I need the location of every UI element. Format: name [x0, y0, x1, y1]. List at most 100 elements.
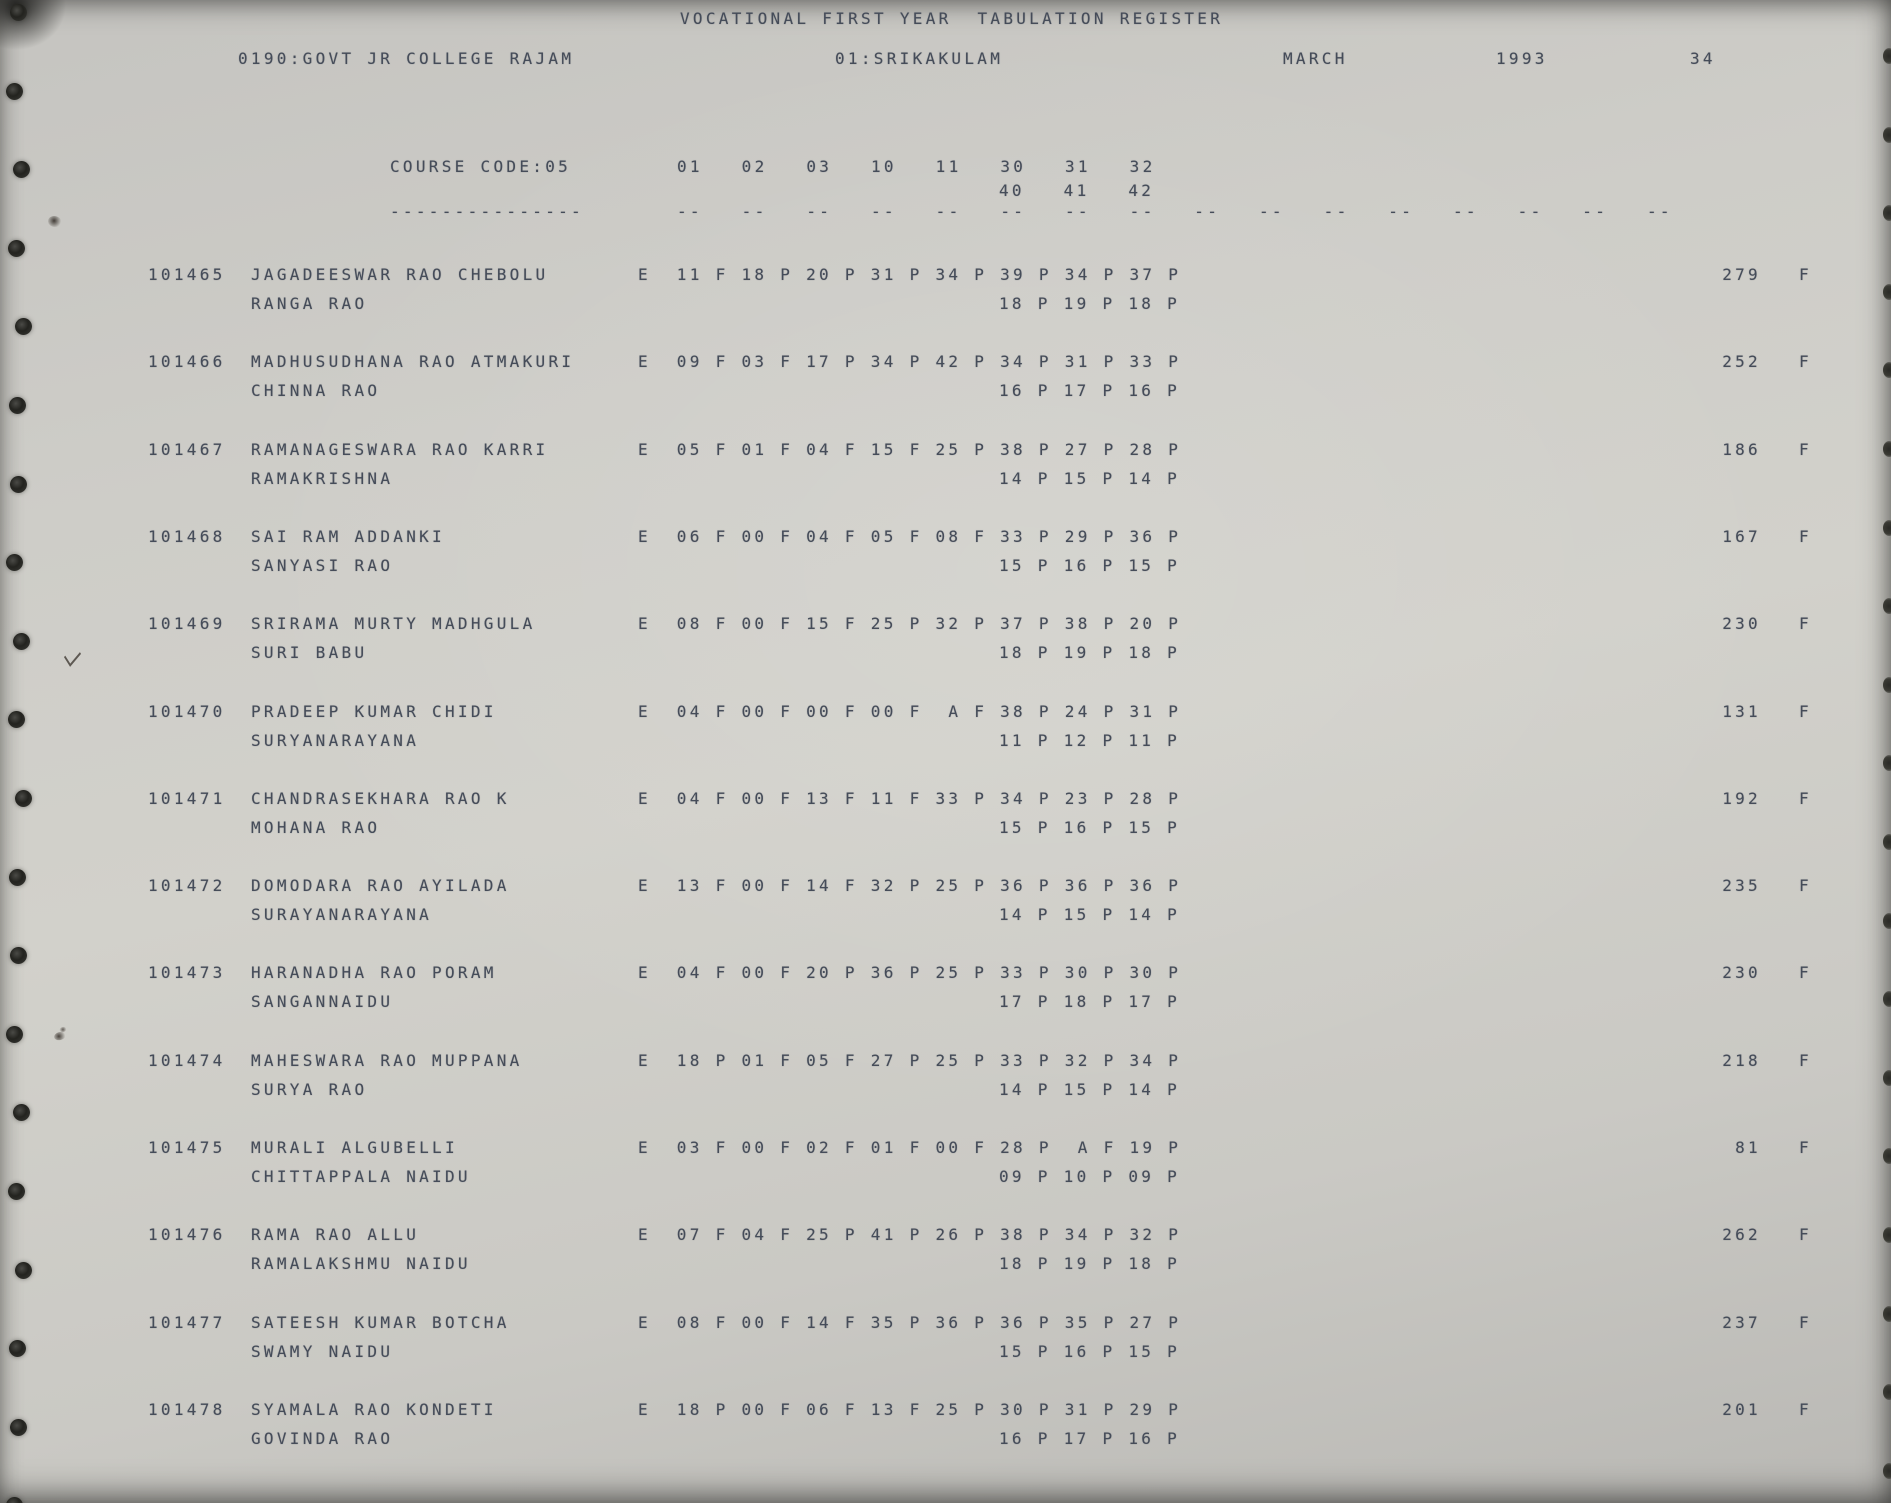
exam-month: MARCH — [1283, 49, 1348, 68]
table-row: 101474 MAHESWARA RAO MUPPANA SURYA RAO E… — [148, 1052, 1890, 1114]
marks-line-1: E 06 F 00 F 04 F 05 F 08 F 33 P 29 P 36 … — [638, 526, 1182, 546]
marks-line-2: 16 P 17 P 16 P — [999, 1428, 1181, 1448]
marks-line-1: E 04 F 00 F 20 P 36 P 25 P 33 P 30 P 30 … — [638, 963, 1182, 983]
student-name: CHANDRASEKHARA RAO K — [251, 788, 510, 808]
scan-edge-mark — [1883, 676, 1891, 693]
total-marks: 262 — [1722, 1225, 1761, 1245]
student-name: SAI RAM ADDANKI — [251, 526, 445, 546]
total-marks: 186 — [1722, 439, 1761, 459]
guardian-name: RANGA RAO — [251, 294, 368, 313]
punch-hole — [10, 4, 27, 21]
roll-number: 101468 — [148, 526, 226, 546]
punch-hole — [9, 397, 26, 414]
guardian-name: RAMAKRISHNA — [251, 468, 394, 488]
marks-line-1: E 04 F 00 F 00 F 00 F A F 38 P 24 P 31 P — [638, 701, 1182, 721]
marks-line-2: 15 P 16 P 15 P — [999, 1341, 1181, 1361]
guardian-name: GOVINDA RAO — [251, 1428, 394, 1448]
district-code-name: 01:SRIKAKULAM — [835, 49, 1004, 68]
total-marks: 81 — [1735, 1138, 1761, 1157]
marks-line-1: E 09 F 03 F 17 P 34 P 42 P 34 P 31 P 33 … — [638, 352, 1182, 372]
exam-year: 1993 — [1496, 49, 1548, 68]
punch-hole — [13, 1104, 30, 1122]
result-flag: F — [1799, 526, 1812, 546]
result-flag: F — [1799, 265, 1812, 284]
marks-line-2: 14 P 15 P 14 P — [999, 468, 1181, 488]
roll-number: 101475 — [148, 1138, 226, 1157]
result-flag: F — [1799, 876, 1812, 896]
scan-edge-mark — [1883, 48, 1891, 64]
table-row: 101467 RAMANAGESWARA RAO KARRI RAMAKRISH… — [148, 441, 1890, 503]
total-marks: 201 — [1722, 1399, 1761, 1419]
marks-line-1: E 07 F 04 F 25 P 41 P 26 P 38 P 34 P 32 … — [638, 1225, 1182, 1245]
scan-edge-mark — [1883, 283, 1891, 300]
subject-column-headers-row2: 40 41 42 — [999, 181, 1155, 200]
roll-number: 101469 — [148, 614, 226, 634]
marks-line-1: E 18 P 00 F 06 F 13 F 25 P 30 P 31 P 29 … — [638, 1399, 1182, 1419]
scan-edge-mark — [1883, 912, 1891, 929]
punch-hole — [10, 1418, 27, 1436]
scan-edge-mark — [1883, 991, 1891, 1008]
marks-line-2: 18 P 19 P 18 P — [999, 294, 1181, 313]
result-flag: F — [1799, 963, 1812, 983]
student-name: SYAMALA RAO KONDETI — [251, 1399, 497, 1419]
scan-edge-mark — [1883, 834, 1891, 850]
table-row: 101465 JAGADEESWAR RAO CHEBOLU RANGA RAO… — [148, 266, 1890, 328]
total-marks: 235 — [1722, 876, 1761, 896]
page-number: 34 — [1690, 49, 1716, 68]
student-name: PRADEEP KUMAR CHIDI — [251, 701, 497, 721]
scan-edge-mark — [1883, 1462, 1891, 1479]
scan-edge-mark — [1883, 1227, 1891, 1243]
guardian-name: MOHANA RAO — [251, 817, 381, 837]
marks-line-1: E 03 F 00 F 02 F 01 F 00 F 28 P A F 19 P — [638, 1138, 1182, 1157]
marks-line-2: 11 P 12 P 11 P — [999, 730, 1181, 750]
marks-line-2: 15 P 16 P 15 P — [999, 817, 1181, 837]
marks-line-1: E 11 F 18 P 20 P 31 P 34 P 39 P 34 P 37 … — [638, 265, 1182, 284]
guardian-name: RAMALAKSHMU NAIDU — [251, 1254, 471, 1274]
total-marks: 237 — [1722, 1312, 1761, 1332]
marks-line-2: 16 P 17 P 16 P — [999, 381, 1181, 401]
student-name: DOMODARA RAO AYILADA — [251, 876, 510, 896]
punch-hole — [6, 554, 23, 572]
ink-smudge — [46, 214, 63, 229]
scan-edge-mark — [1883, 126, 1891, 143]
roll-number: 101472 — [148, 876, 226, 896]
total-marks: 192 — [1722, 788, 1761, 808]
scan-edge-mark — [1883, 1148, 1891, 1165]
roll-number: 101473 — [148, 963, 226, 983]
student-name: SRIRAMA MURTY MADHGULA — [251, 614, 536, 634]
ink-smudge — [53, 1030, 67, 1042]
pen-check-mark — [63, 644, 82, 667]
table-row: 101472 DOMODARA RAO AYILADA SURAYANARAYA… — [148, 877, 1890, 939]
table-row: 101469 SRIRAMA MURTY MADHGULA SURI BABU … — [148, 615, 1890, 677]
scan-edge-mark — [1883, 519, 1891, 536]
college-code-name: 0190:GOVT JR COLLEGE RAJAM — [238, 49, 575, 68]
punch-hole — [8, 1183, 25, 1200]
table-row: 101477 SATEESH KUMAR BOTCHA SWAMY NAIDU … — [148, 1314, 1890, 1376]
guardian-name: SURAYANARAYANA — [251, 905, 433, 925]
table-row: 101475 MURALI ALGUBELLI CHITTAPPALA NAID… — [148, 1139, 1890, 1201]
punch-hole — [15, 790, 32, 807]
guardian-name: SANYASI RAO — [251, 555, 394, 575]
result-flag: F — [1799, 1399, 1812, 1419]
roll-number: 101478 — [148, 1399, 226, 1419]
student-name: RAMANAGESWARA RAO KARRI — [251, 439, 549, 459]
scan-edge-mark — [1883, 755, 1891, 772]
marks-line-1: E 18 P 01 F 05 F 27 P 25 P 33 P 32 P 34 … — [638, 1050, 1182, 1070]
scan-edge-mark — [1883, 1384, 1891, 1401]
roll-number: 101467 — [148, 439, 226, 459]
scan-edge-mark — [1883, 598, 1891, 615]
result-flag: F — [1799, 1225, 1812, 1245]
marks-line-2: 18 P 19 P 18 P — [999, 643, 1181, 663]
scan-edge-mark — [1883, 441, 1891, 457]
student-name: RAMA RAO ALLU — [251, 1225, 420, 1245]
punch-hole — [9, 868, 26, 886]
total-marks: 252 — [1722, 352, 1761, 372]
course-code-label: COURSE CODE:05 — [390, 157, 572, 176]
punch-hole — [15, 1261, 32, 1279]
marks-line-1: E 13 F 00 F 14 F 32 P 25 P 36 P 36 P 36 … — [638, 876, 1182, 896]
marks-line-2: 15 P 16 P 15 P — [999, 555, 1181, 575]
total-marks: 131 — [1722, 701, 1761, 721]
punch-hole — [6, 1497, 23, 1503]
roll-number: 101476 — [148, 1225, 226, 1245]
punch-hole — [15, 318, 32, 336]
